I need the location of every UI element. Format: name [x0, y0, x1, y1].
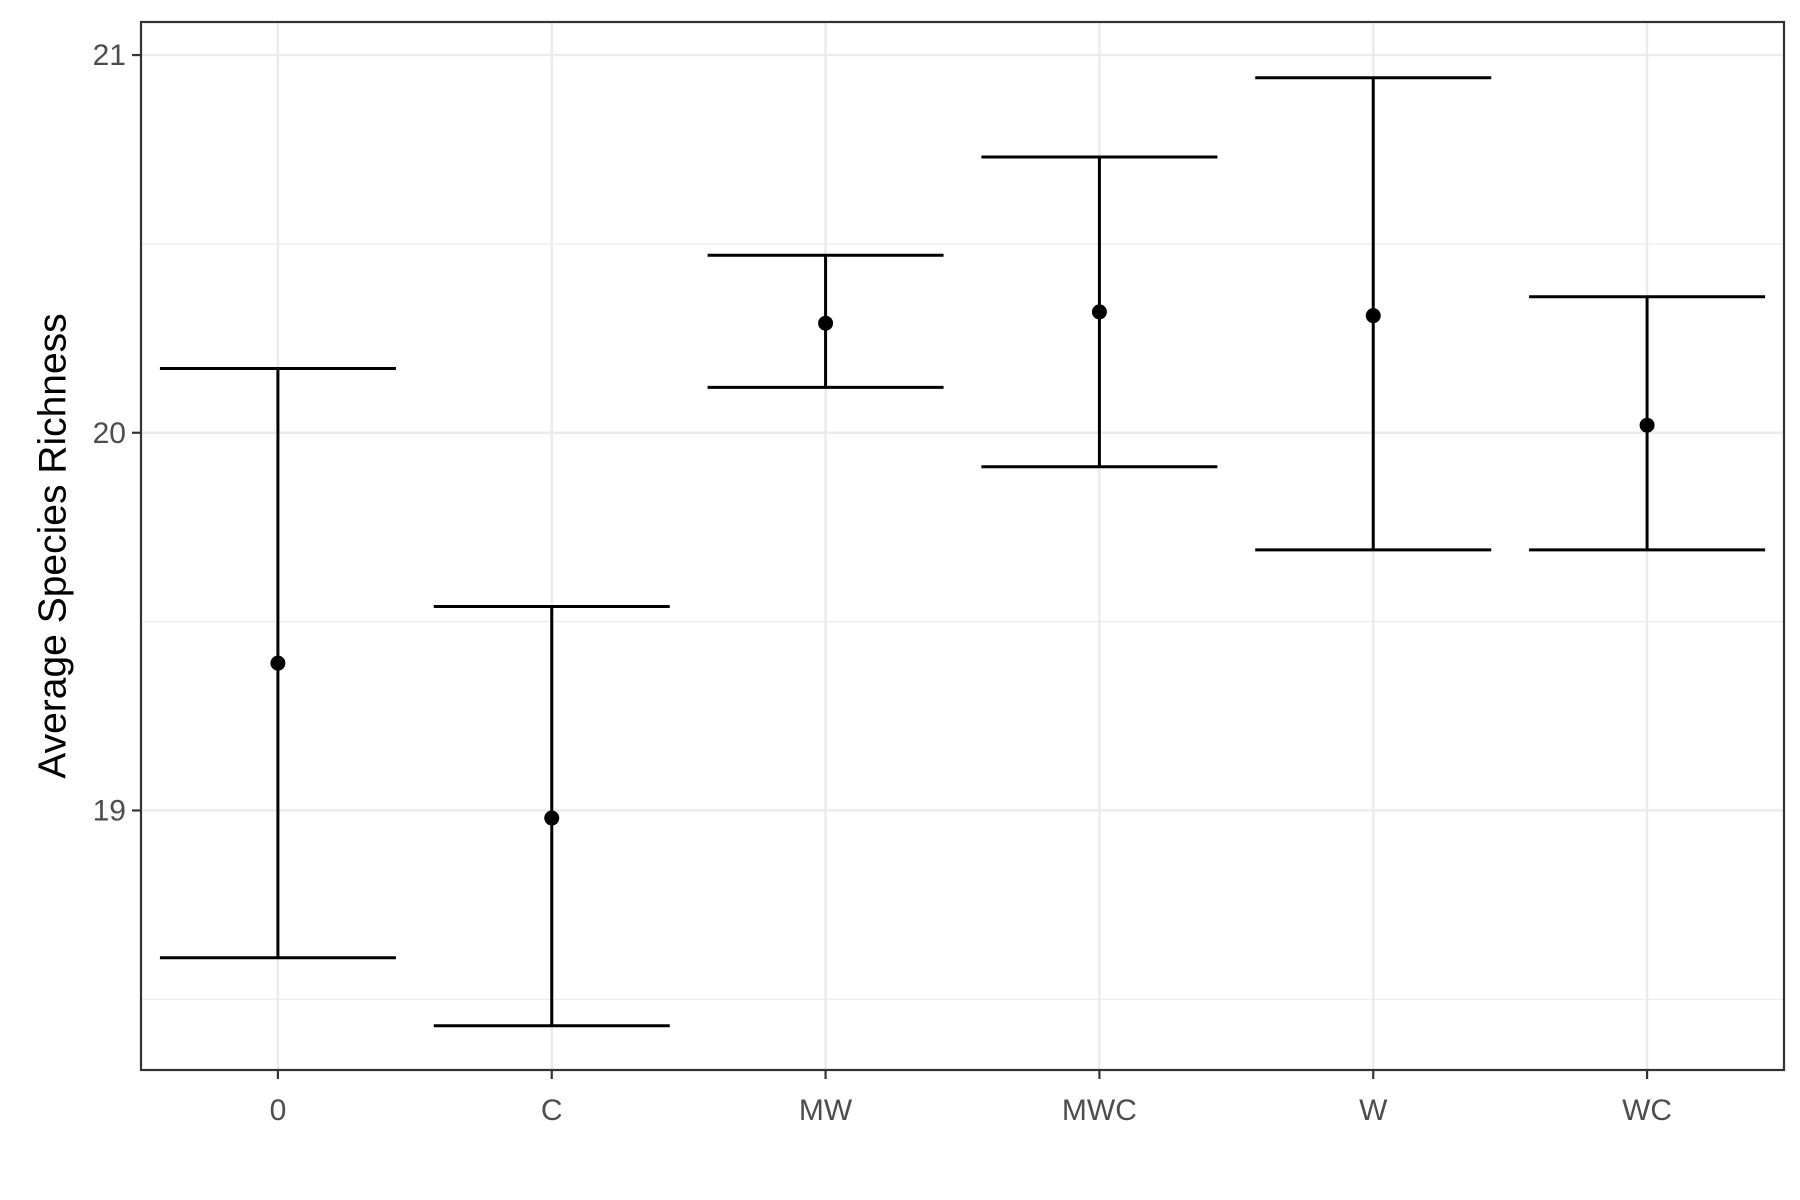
x-tick-label: W [1359, 1094, 1388, 1127]
errorbar-MWC [981, 155, 1218, 469]
mean-point [270, 655, 286, 671]
axes: 19 20 21 0 C MW MWC W WC [93, 39, 1672, 1127]
errorbar-WC [1529, 295, 1766, 552]
mean-point [818, 315, 834, 331]
x-tick-label: 0 [270, 1094, 287, 1127]
x-tick-label: C [541, 1094, 563, 1127]
errorbar-0 [159, 367, 396, 960]
y-axis-title: Average Species Richness [31, 313, 74, 778]
mean-point [544, 810, 560, 826]
y-tick-label: 20 [93, 417, 126, 450]
x-tick-label: MWC [1062, 1094, 1137, 1127]
x-tick-label: MW [799, 1094, 853, 1127]
y-tick-label: 19 [93, 794, 126, 827]
mean-point [1091, 304, 1107, 320]
panel-border [139, 20, 1786, 1072]
mean-point [1639, 417, 1655, 433]
errorbar-W [1255, 76, 1492, 552]
y-tick-label: 21 [93, 39, 126, 72]
errorbar-MW [707, 253, 944, 389]
x-tick-label: WC [1622, 1094, 1672, 1127]
errorbar-C [433, 605, 670, 1028]
mean-point [1365, 308, 1381, 324]
grid-lines [141, 22, 1784, 1070]
plot-marks [159, 76, 1766, 1028]
